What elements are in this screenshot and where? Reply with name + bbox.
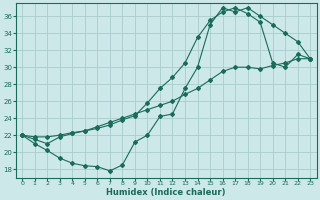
X-axis label: Humidex (Indice chaleur): Humidex (Indice chaleur) bbox=[107, 188, 226, 197]
